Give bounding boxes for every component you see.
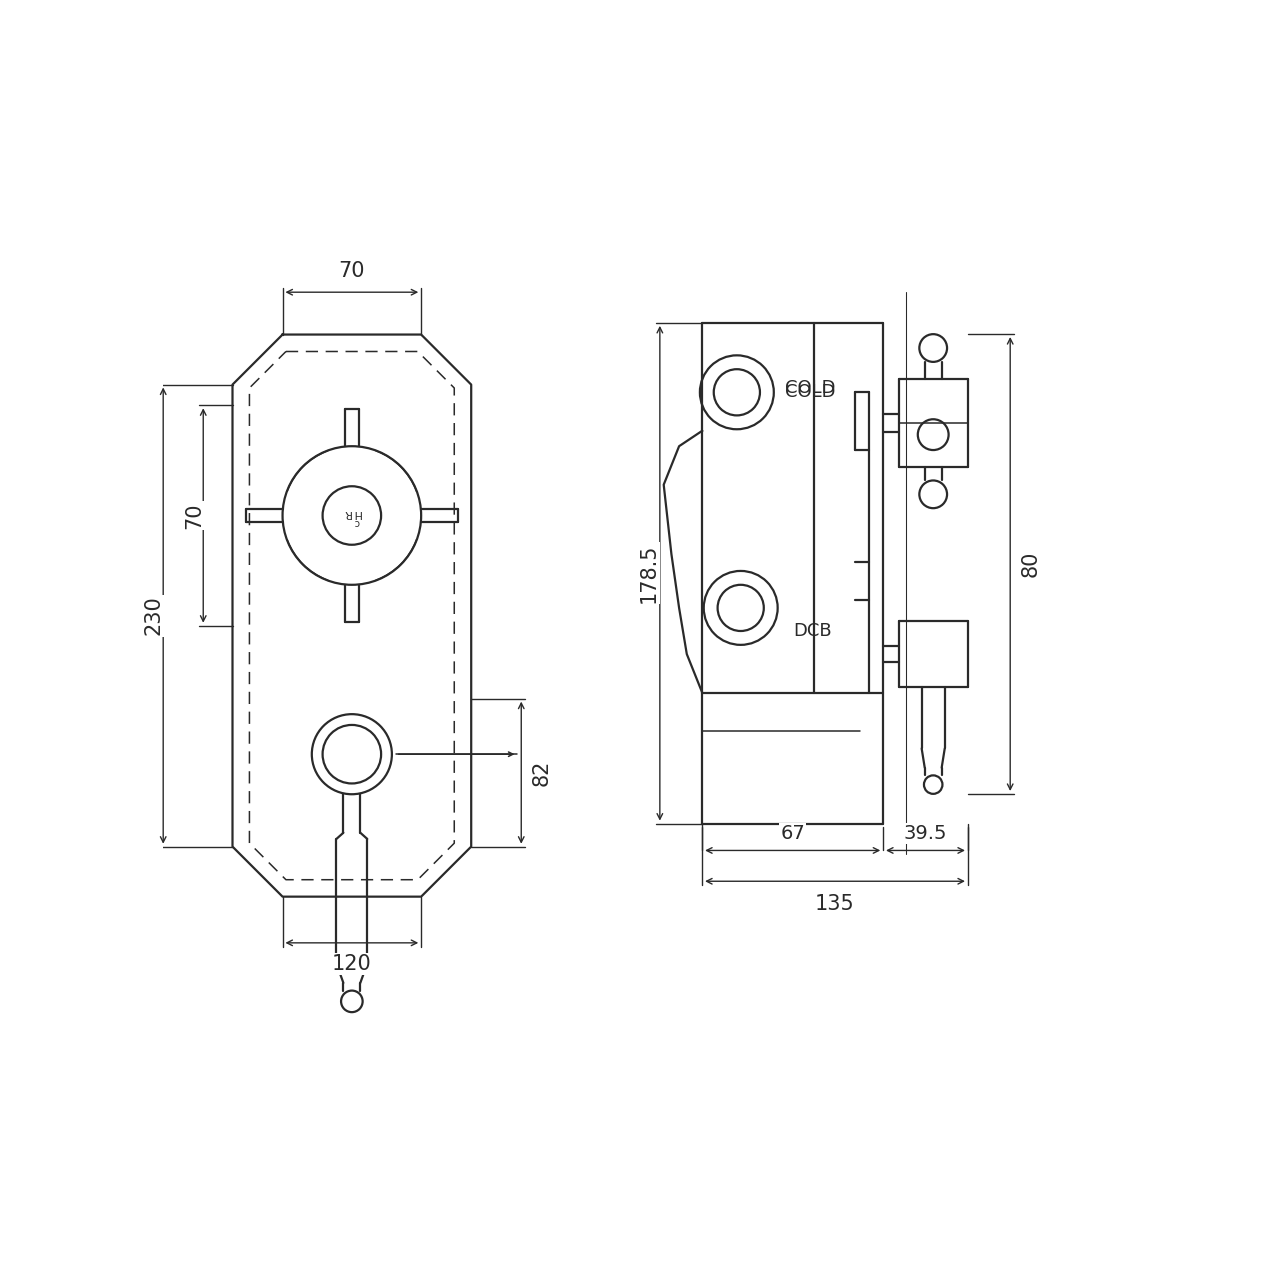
Text: 230: 230 [143,595,164,635]
Text: 120: 120 [332,955,371,974]
Text: DCB: DCB [794,622,832,640]
Text: COLD: COLD [786,383,836,402]
Text: 67: 67 [781,824,805,842]
Text: 39.5: 39.5 [904,824,947,842]
Text: COLD: COLD [786,379,836,398]
Text: 80: 80 [1021,550,1041,577]
Text: 178.5: 178.5 [639,544,659,603]
Text: H: H [352,508,361,518]
Text: 70: 70 [184,502,204,529]
Text: R: R [343,508,351,518]
Text: 82: 82 [532,759,552,786]
Text: 70: 70 [339,261,365,280]
Text: 135: 135 [815,893,855,914]
Text: c: c [353,517,360,527]
